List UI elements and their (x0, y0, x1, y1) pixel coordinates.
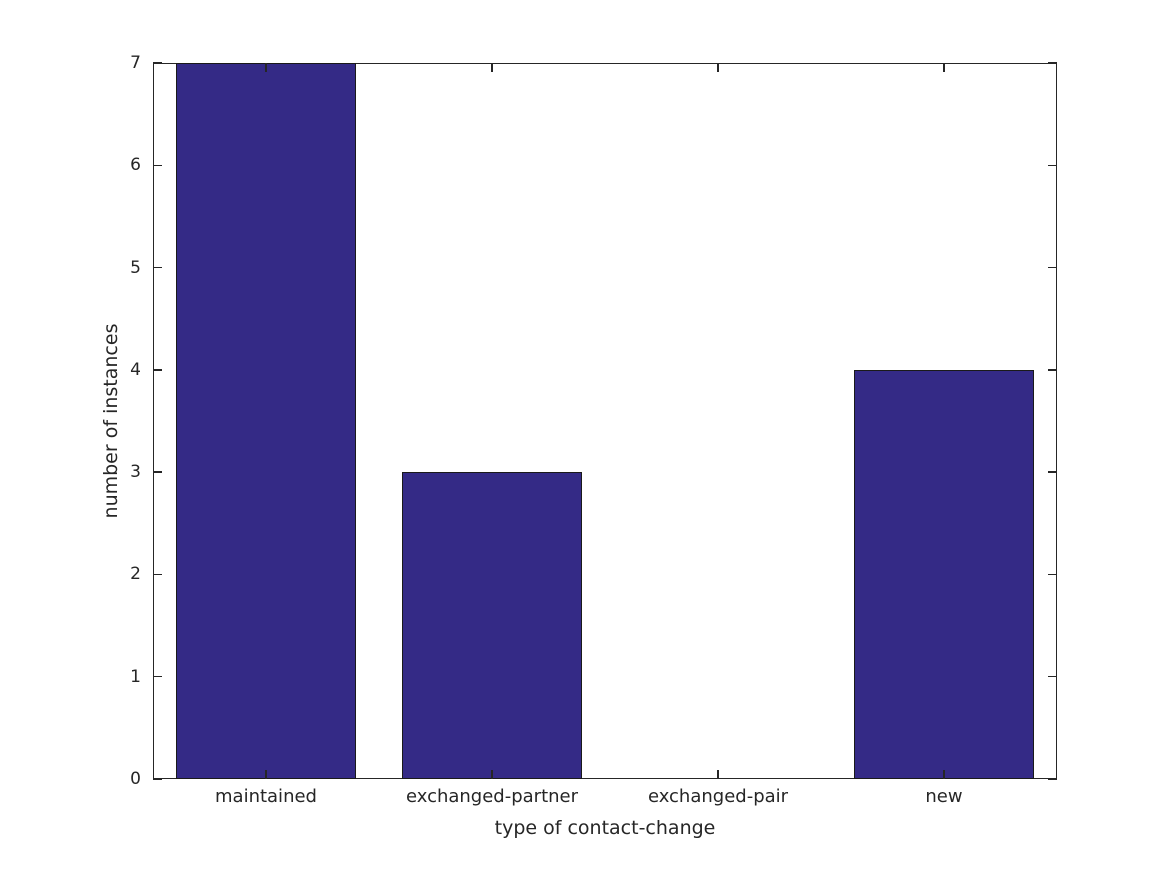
bar (853, 369, 1035, 779)
x-tick-mark-top (943, 63, 945, 72)
y-tick-mark (153, 369, 162, 371)
x-tick-label: new (925, 786, 963, 807)
y-tick-mark-right (1048, 675, 1057, 678)
bar (401, 472, 583, 779)
y-tick-label: 0 (130, 769, 141, 789)
y-tick-mark (153, 573, 162, 576)
y-tick-label: 6 (130, 155, 141, 176)
y-tick-label: 3 (130, 462, 141, 483)
y-tick-mark-right (1048, 471, 1057, 473)
x-tick-label: exchanged-pair (647, 786, 789, 807)
y-tick-mark-right (1048, 164, 1057, 167)
y-tick-label: 1 (130, 666, 141, 687)
x-tick-label: exchanged-partner (405, 786, 579, 807)
x-tick-mark-top (265, 63, 267, 72)
x-tick-mark (943, 770, 945, 779)
x-tick-label: maintained (215, 786, 317, 807)
x-axis-label: type of contact-change (494, 817, 716, 839)
y-tick-mark-right (1048, 266, 1057, 269)
y-tick-mark (153, 62, 162, 64)
y-tick-label: 4 (130, 359, 141, 380)
y-tick-mark (153, 266, 162, 269)
y-tick-mark (153, 164, 162, 167)
y-tick-label: 7 (130, 53, 141, 73)
bar (175, 63, 357, 779)
y-tick-mark (153, 471, 162, 473)
y-tick-mark-right (1048, 62, 1057, 64)
x-tick-mark (491, 770, 493, 779)
x-tick-mark (717, 770, 719, 779)
x-tick-mark-top (491, 63, 493, 72)
y-tick-label: 2 (130, 564, 141, 585)
y-tick-mark (153, 778, 162, 780)
y-tick-mark-right (1048, 573, 1057, 576)
x-tick-mark-top (717, 63, 719, 72)
y-tick-mark-right (1048, 778, 1057, 780)
x-tick-mark (265, 770, 267, 779)
y-tick-mark (153, 675, 162, 678)
y-axis-label: number of instances (100, 323, 122, 519)
y-tick-label: 5 (130, 257, 141, 278)
y-tick-mark-right (1048, 369, 1057, 371)
